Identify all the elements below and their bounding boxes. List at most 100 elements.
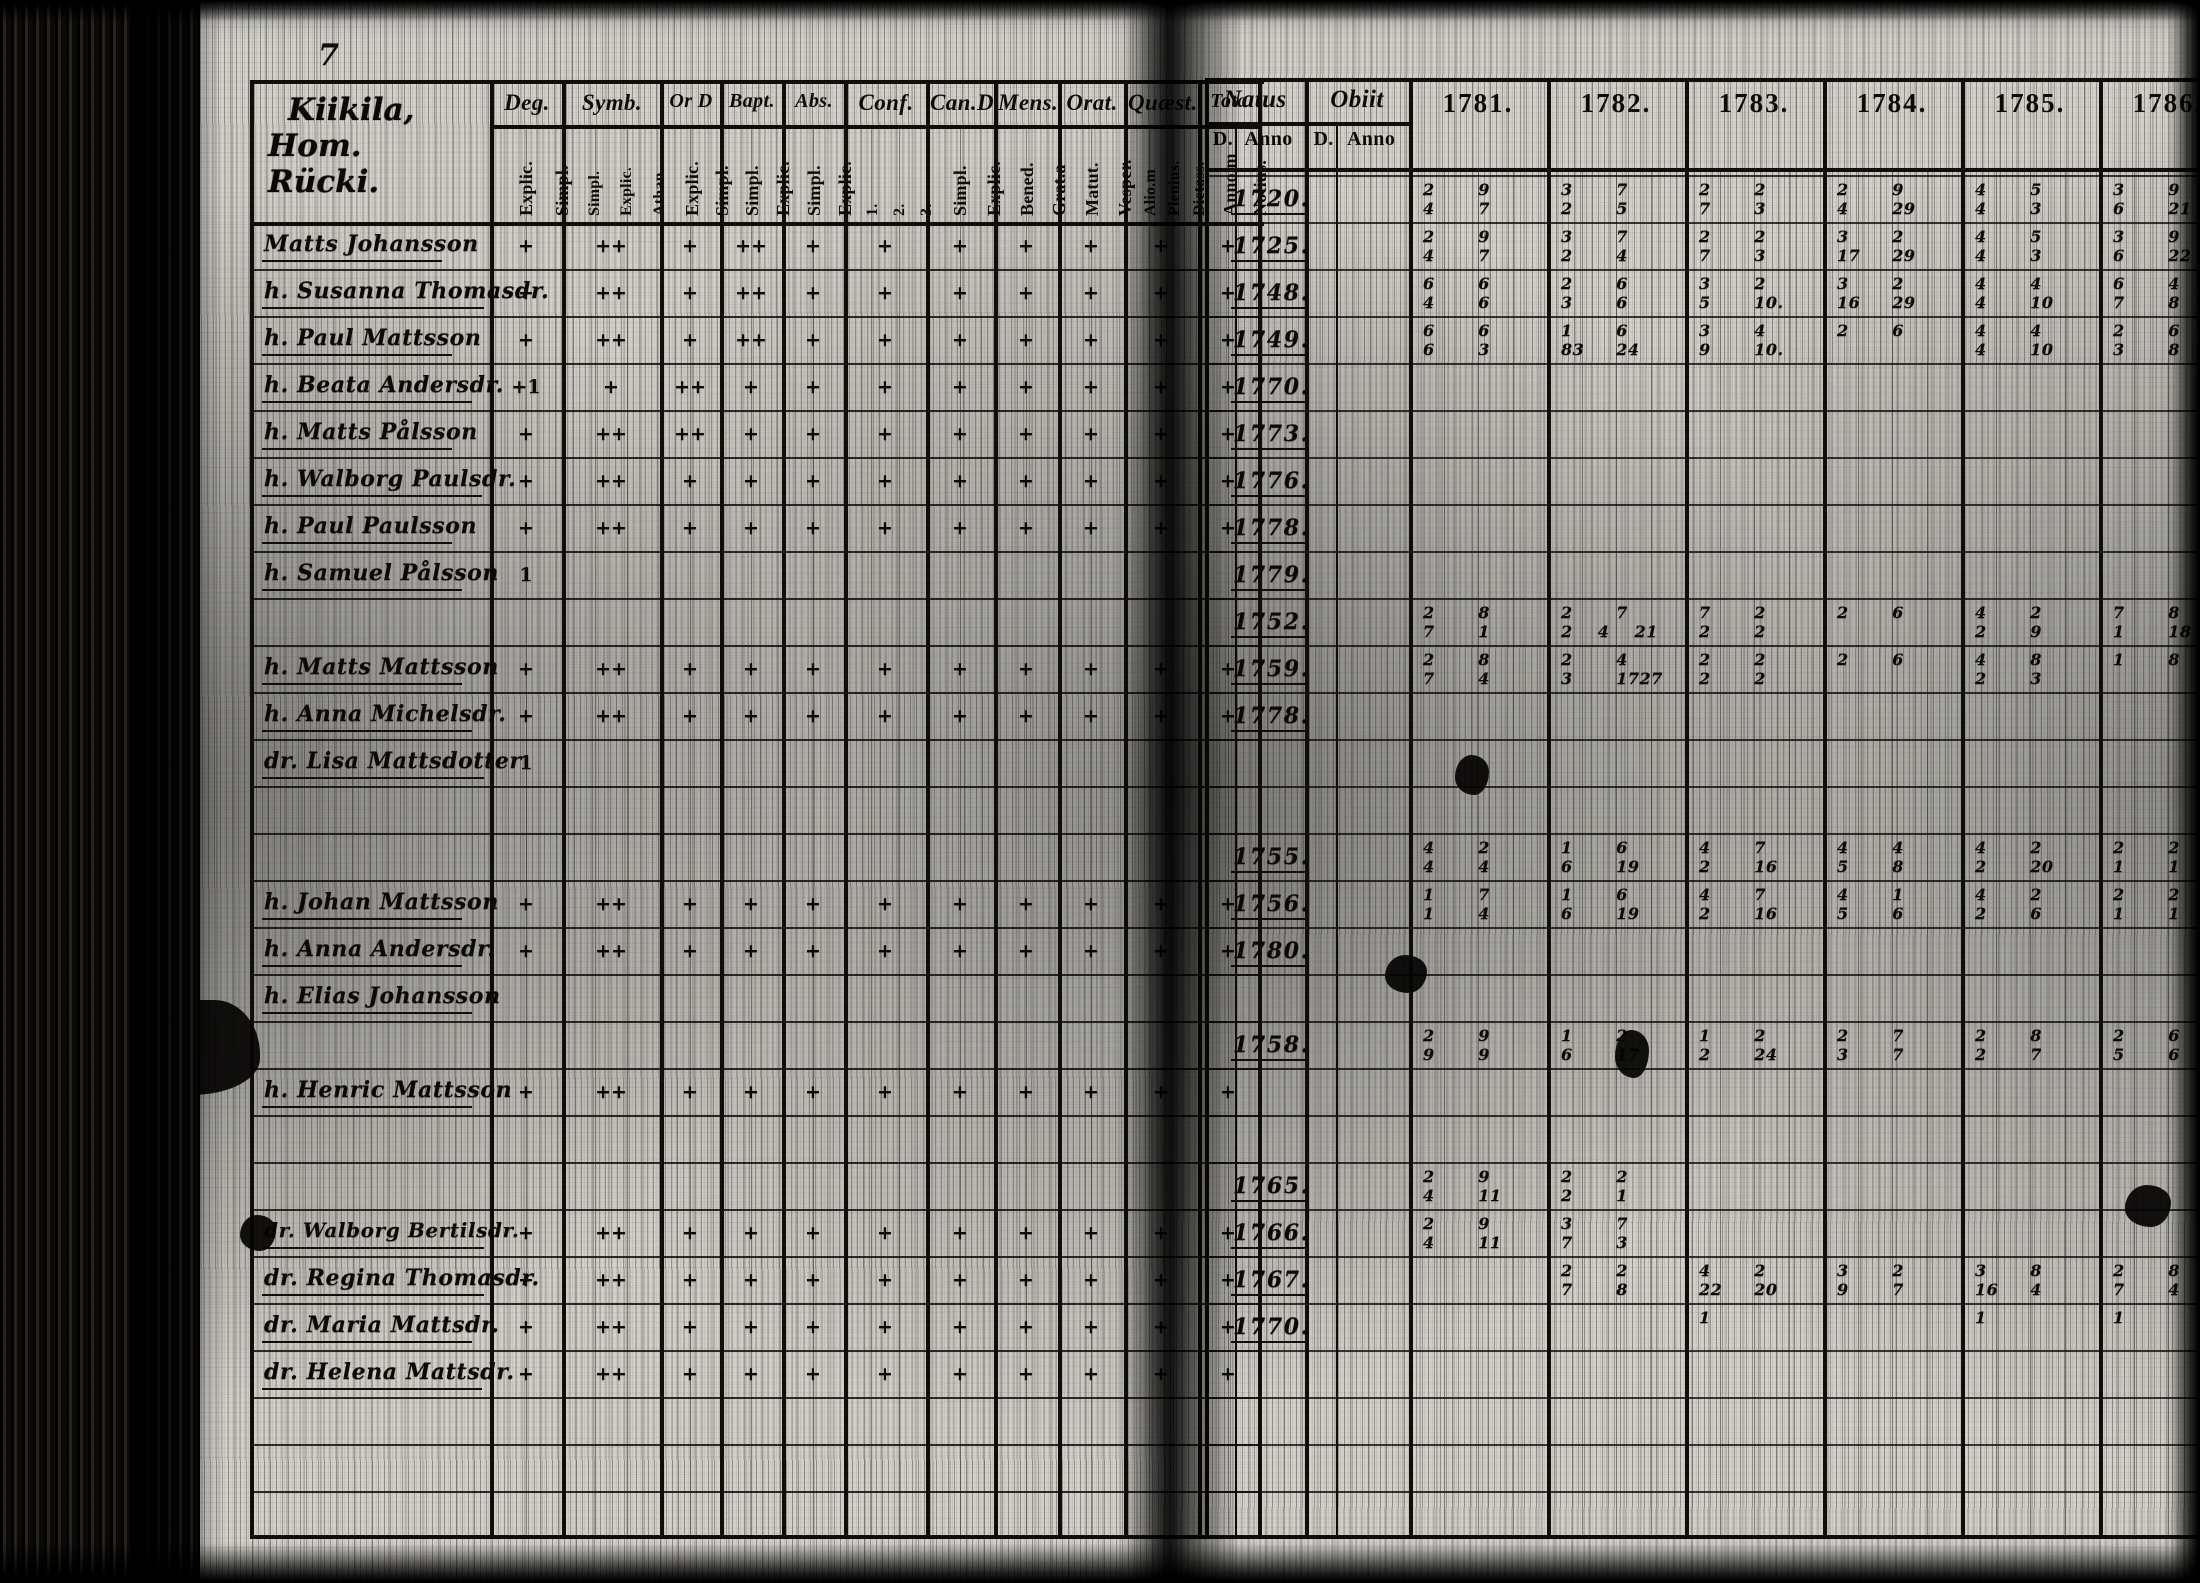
column-sub-header: Simpl.	[551, 165, 572, 216]
attendance-value: 4	[1837, 199, 1849, 218]
attendance-value: 4	[1975, 340, 1987, 359]
natus-underline	[1231, 636, 1305, 638]
attendance-value: 6	[1478, 321, 1490, 340]
attendance-value: 2	[1561, 274, 1573, 293]
attendance-value: 3	[1561, 669, 1573, 688]
row-rule	[1205, 1491, 2200, 1493]
attendance-value: 29	[1892, 293, 1916, 312]
row-rule	[1205, 692, 2200, 694]
tally-mark: +	[952, 376, 968, 398]
tally-mark: +	[952, 235, 968, 257]
year-column-header: 1783.	[1718, 88, 1790, 118]
row-rule	[1205, 1021, 2200, 1023]
attendance-value: 4	[1616, 650, 1628, 669]
attendance-value: 4	[1478, 904, 1490, 923]
attendance-value: 7	[1478, 199, 1490, 218]
natus-underline	[1231, 448, 1305, 450]
tally-mark: +	[805, 376, 821, 398]
tally-mark: +	[1083, 329, 1099, 351]
tally-mark: +	[877, 376, 893, 398]
tally-mark: +	[805, 235, 821, 257]
attendance-value: 9	[1478, 1026, 1490, 1045]
tally-mark: +	[518, 1269, 534, 1291]
name-underline	[262, 1106, 472, 1108]
attendance-value: 6	[1423, 340, 1435, 359]
attendance-value: 2	[1561, 622, 1573, 641]
attendance-value: 7	[1699, 246, 1711, 265]
row-rule	[1205, 1162, 2200, 1164]
natus-year-value: 1755.	[1233, 844, 1310, 870]
year-subcolumn-rule	[1582, 168, 1583, 1535]
row-rule	[1205, 1115, 2200, 1117]
natus-year-value: 1766.	[1233, 1220, 1310, 1246]
tally-mark: ++	[595, 470, 627, 492]
attendance-value: 2	[1699, 227, 1711, 246]
attendance-value: 5	[1616, 199, 1628, 218]
natus-underline	[1231, 260, 1305, 262]
natus-year-value: 1767.	[1233, 1267, 1310, 1293]
tally-mark: ++	[595, 1316, 627, 1338]
attendance-value: 17	[1837, 246, 1861, 265]
attendance-value: 2	[1699, 180, 1711, 199]
tally-mark: +	[518, 470, 534, 492]
tally-mark: +	[682, 1269, 698, 1291]
row-rule	[250, 598, 1262, 600]
row-rule	[1205, 222, 2200, 224]
attendance-value: 9	[2168, 180, 2180, 199]
attendance-value: 4	[2030, 274, 2042, 293]
tally-mark: +	[952, 1081, 968, 1103]
attendance-value: 5	[2113, 1045, 2125, 1064]
natus-year-value: 1780.	[1233, 938, 1310, 964]
attendance-value: 6	[1561, 1045, 1573, 1064]
attendance-value: 4	[1975, 603, 1987, 622]
subcolumn-rule	[1026, 125, 1027, 1535]
attendance-value: 24	[1616, 340, 1640, 359]
folio-number: 7	[318, 38, 339, 73]
natus-year-value: 1752.	[1233, 609, 1310, 635]
natus-underline	[1231, 1294, 1305, 1296]
row-rule	[250, 974, 1262, 976]
attendance-value: 2	[2113, 838, 2125, 857]
natus-underline	[1231, 1059, 1305, 1061]
column-group-header: Obiit	[1330, 86, 1384, 113]
tally-mark: ++	[595, 893, 627, 915]
group-rule-obiit	[1305, 78, 1309, 1535]
attendance-value: 6	[1478, 274, 1490, 293]
attendance-value: 6	[1616, 321, 1628, 340]
attendance-value: 4	[1423, 857, 1435, 876]
natus-underline	[1231, 401, 1305, 403]
attendance-value: 2	[1699, 650, 1711, 669]
attendance-value: 2	[1423, 650, 1435, 669]
attendance-value: 3	[1699, 274, 1711, 293]
row-rule	[250, 927, 1262, 929]
row-name: dr. Lisa Mattsdotter	[264, 748, 522, 774]
subcolumn-rule	[526, 125, 527, 1535]
row-rule	[1205, 645, 2200, 647]
attendance-value: 7	[2030, 1045, 2042, 1064]
column-sub-header: Matut.	[1081, 162, 1102, 216]
attendance-value: 8	[2030, 1026, 2042, 1045]
year-subcolumn-rule	[1513, 168, 1514, 1535]
attendance-value: 9	[1478, 227, 1490, 246]
name-underline	[262, 965, 462, 967]
attendance-value: 7	[1561, 1280, 1573, 1299]
attendance-value: 2	[1616, 1167, 1628, 1186]
attendance-value: 2	[1616, 1261, 1628, 1280]
column-sub-header: Plenius.	[1166, 160, 1184, 216]
attendance-value: 1	[1478, 622, 1490, 641]
tally-mark: +	[805, 893, 821, 915]
column-sub-header: Anno	[1346, 128, 1396, 150]
natus-year-value: 1748.	[1233, 280, 1310, 306]
attendance-value: 4	[1975, 246, 1987, 265]
tally-mark: +	[743, 517, 759, 539]
subcolumn-rule	[960, 125, 961, 1535]
page-title-line2: Hom. Rücki.	[268, 128, 380, 200]
natus-year-value: 1759.	[1233, 656, 1310, 682]
tally-mark: +	[1018, 940, 1034, 962]
attendance-value: 6	[1561, 857, 1573, 876]
attendance-value: 6	[1561, 904, 1573, 923]
attendance-value: 1	[2113, 857, 2125, 876]
attendance-value: 3	[1561, 227, 1573, 246]
attendance-value: 2	[1423, 603, 1435, 622]
attendance-value: 1	[2113, 622, 2125, 641]
